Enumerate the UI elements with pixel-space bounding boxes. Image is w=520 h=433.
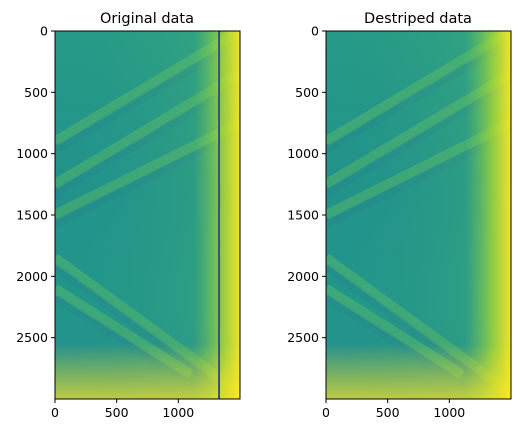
y-tick-label: 2500 bbox=[287, 330, 319, 345]
x-tick-label: 1000 bbox=[162, 405, 194, 420]
y-tick-label: 0 bbox=[40, 24, 48, 39]
y-tick-label: 2000 bbox=[16, 269, 48, 284]
y-tick-label: 500 bbox=[295, 85, 319, 100]
y-tick-label: 1500 bbox=[16, 208, 48, 223]
y-axis: 0 500 1000 1500 2000 2500 bbox=[287, 24, 326, 345]
y-tick-label: 1000 bbox=[16, 146, 48, 161]
y-tick-label: 500 bbox=[24, 85, 48, 100]
heatmap-image bbox=[326, 31, 511, 399]
chart-title: Destriped data bbox=[364, 11, 472, 27]
x-tick-label: 500 bbox=[376, 405, 400, 420]
y-tick-label: 2000 bbox=[287, 269, 319, 284]
x-tick-label: 500 bbox=[105, 405, 129, 420]
chart-title: Original data bbox=[100, 11, 194, 27]
x-axis: 0 500 1000 bbox=[322, 399, 465, 420]
y-tick-label: 0 bbox=[311, 24, 319, 39]
y-axis: 0 500 1000 1500 2000 2500 bbox=[16, 24, 55, 345]
x-tick-label: 0 bbox=[51, 405, 59, 420]
y-tick-label: 1000 bbox=[287, 146, 319, 161]
y-tick-label: 1500 bbox=[287, 208, 319, 223]
x-axis: 0 500 1000 bbox=[51, 399, 194, 420]
y-tick-label: 2500 bbox=[16, 330, 48, 345]
panel-original: Original data 0 500 1000 0 500 1000 1500 2000 2… bbox=[16, 11, 241, 420]
x-tick-label: 1000 bbox=[433, 405, 465, 420]
x-tick-label: 0 bbox=[322, 405, 330, 420]
panel-destriped: Destriped data 0 500 1000 0 500 1000 1500 2000… bbox=[287, 11, 512, 420]
heatmap-image bbox=[55, 31, 240, 399]
